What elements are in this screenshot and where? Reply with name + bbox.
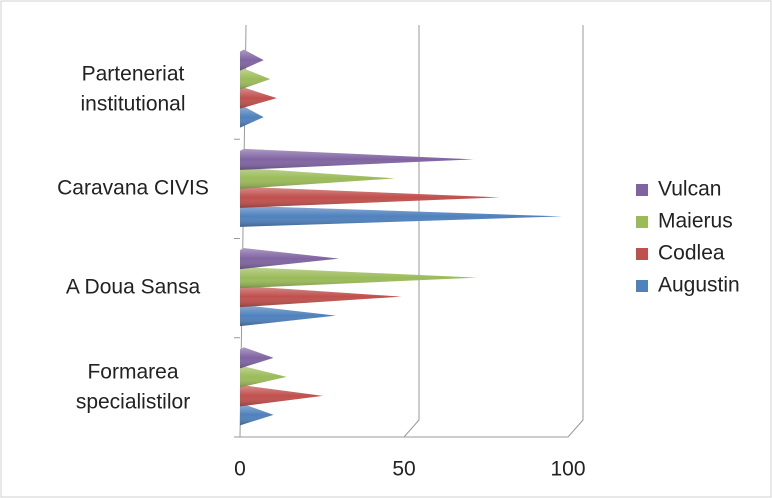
- bar: [240, 286, 402, 308]
- grid-line: [567, 25, 584, 438]
- bar: [240, 87, 277, 109]
- legend-swatch: [636, 280, 648, 292]
- bar: [240, 347, 274, 369]
- legend-label: Codlea: [658, 242, 725, 265]
- bar: [240, 267, 477, 289]
- bar: [240, 106, 264, 128]
- legend-swatch: [636, 216, 648, 228]
- bar: [240, 305, 336, 327]
- legend-label: Vulcan: [658, 178, 721, 201]
- bar: [240, 49, 264, 71]
- legend-label: Maierus: [658, 210, 733, 233]
- legend-swatch: [636, 184, 648, 196]
- bar: [240, 148, 474, 170]
- grid-line: [403, 25, 420, 438]
- bar: [240, 248, 340, 270]
- bar: [240, 205, 563, 227]
- x-tick-label: 50: [392, 458, 415, 481]
- bar: [240, 186, 500, 208]
- legend-swatch: [636, 248, 648, 260]
- y-tick-label: Parteneriat institutional: [80, 62, 185, 115]
- bar: [240, 366, 287, 388]
- y-tick-label: Formarea specialistilor: [76, 360, 190, 413]
- x-tick-label: 0: [234, 458, 246, 481]
- legend-label: Augustin: [658, 274, 740, 297]
- bar: [240, 167, 395, 189]
- bar: [240, 68, 271, 90]
- bar: [240, 404, 274, 426]
- x-tick-label: 100: [550, 458, 585, 481]
- y-tick-label: A Doua Sansa: [66, 276, 201, 299]
- bar: [240, 385, 323, 407]
- y-tick-label: Caravana CIVIS: [57, 176, 209, 199]
